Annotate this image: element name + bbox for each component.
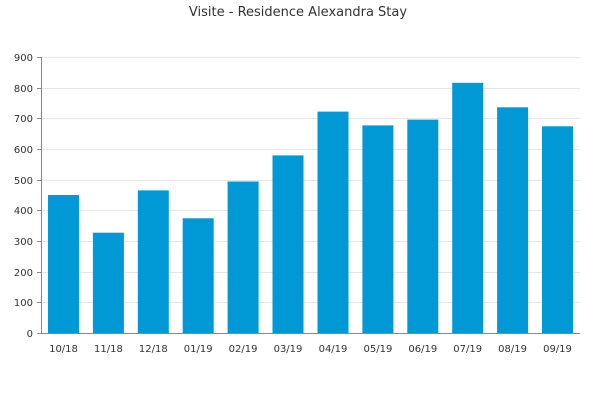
- y-tick-label: 400: [14, 206, 33, 217]
- x-tick-label: 02/19: [229, 344, 258, 355]
- x-tick-label: 11/18: [94, 344, 123, 355]
- bar-12-18: [137, 190, 169, 333]
- x-tick-label: 12/18: [139, 344, 168, 355]
- axes: [37, 57, 580, 334]
- x-tick-label: 01/19: [184, 344, 213, 355]
- bar-07-19: [452, 82, 484, 333]
- y-tick-label: 100: [14, 298, 33, 309]
- y-tick-label: 200: [14, 268, 33, 279]
- x-tick-label: 04/19: [319, 344, 348, 355]
- x-axis-tick-labels: 10/18 11/18 12/18 01/19 02/19 03/19 04/19 05/19…: [49, 344, 572, 355]
- y-tick-label: 800: [14, 84, 33, 95]
- bar-09-19: [542, 126, 573, 333]
- x-tick-label: 08/19: [498, 344, 527, 355]
- chart-title: Visite - Residence Alexandra Stay: [189, 5, 407, 20]
- x-tick-label: 03/19: [274, 344, 303, 355]
- x-tick-label: 09/19: [543, 344, 572, 355]
- bar-05-19: [362, 125, 394, 334]
- bar-08-19: [497, 107, 529, 333]
- x-tick-label: 07/19: [453, 344, 482, 355]
- grid-lines: [41, 57, 580, 303]
- y-tick-label: 500: [14, 176, 33, 187]
- bar-11-18: [92, 232, 124, 333]
- bar-04-19: [317, 111, 349, 333]
- x-tick-label: 06/19: [408, 344, 437, 355]
- bars: [48, 82, 573, 334]
- bar-03-19: [272, 155, 304, 333]
- y-tick-label: 0: [27, 329, 33, 340]
- bar-01-19: [182, 218, 214, 333]
- y-tick-label: 700: [14, 114, 33, 125]
- bar-06-19: [407, 119, 439, 333]
- x-tick-label: 10/18: [49, 344, 78, 355]
- bar-10-18: [48, 195, 79, 333]
- y-tick-label: 600: [14, 145, 33, 156]
- x-tick-label: 05/19: [363, 344, 392, 355]
- y-tick-label: 900: [14, 53, 33, 64]
- y-axis-tick-labels: 0 100 200 300 400 500 600 700 800 900: [14, 53, 33, 340]
- y-tick-label: 300: [14, 237, 33, 248]
- bar-02-19: [227, 181, 259, 333]
